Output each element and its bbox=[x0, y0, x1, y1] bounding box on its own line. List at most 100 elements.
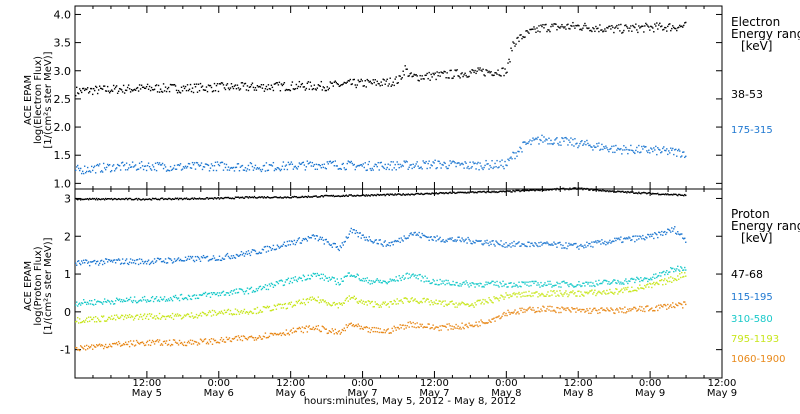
proton-point-115-195 bbox=[308, 237, 311, 239]
proton-point-115-195 bbox=[616, 237, 618, 240]
proton-point-47-68 bbox=[552, 188, 554, 190]
proton-point-795-1193 bbox=[372, 306, 374, 308]
electron-point-175-315 bbox=[581, 140, 583, 142]
proton-point-795-1193 bbox=[231, 314, 234, 316]
proton-point-310-580 bbox=[151, 295, 154, 298]
proton-point-115-195 bbox=[395, 240, 397, 243]
electron-point-175-315 bbox=[375, 164, 377, 166]
proton-point-115-195 bbox=[561, 247, 563, 249]
proton-point-795-1193 bbox=[289, 303, 292, 306]
proton-point-115-195 bbox=[221, 257, 224, 259]
proton-point-310-580 bbox=[419, 273, 421, 276]
proton-point-47-68 bbox=[642, 192, 644, 194]
proton-point-1060-1900 bbox=[605, 310, 607, 312]
proton-point-1060-1900 bbox=[602, 309, 604, 311]
proton-point-115-195 bbox=[156, 257, 159, 260]
proton-point-1060-1900 bbox=[495, 316, 497, 319]
proton-point-310-580 bbox=[523, 281, 525, 283]
proton-point-47-68 bbox=[257, 196, 260, 199]
proton-point-47-68 bbox=[120, 198, 123, 200]
proton-point-47-68 bbox=[304, 195, 307, 198]
electron-point-175-315 bbox=[310, 165, 313, 167]
proton-point-1060-1900 bbox=[103, 345, 106, 348]
proton-point-1060-1900 bbox=[545, 310, 547, 312]
electron-point-175-315 bbox=[535, 137, 537, 140]
electron-point-175-315 bbox=[649, 152, 651, 154]
proton-point-115-195 bbox=[641, 238, 643, 240]
proton-point-1060-1900 bbox=[197, 342, 200, 344]
proton-point-1060-1900 bbox=[591, 310, 593, 313]
proton-point-795-1193 bbox=[510, 295, 512, 298]
proton-point-1060-1900 bbox=[276, 333, 279, 335]
proton-point-47-68 bbox=[685, 194, 687, 197]
proton-point-795-1193 bbox=[557, 294, 559, 296]
electron-point-175-315 bbox=[478, 169, 480, 171]
electron-point-175-315 bbox=[345, 168, 347, 171]
electron-point-175-315 bbox=[287, 161, 290, 164]
proton-point-115-195 bbox=[208, 259, 211, 261]
proton-point-115-195 bbox=[141, 260, 144, 263]
electron-point-175-315 bbox=[273, 169, 276, 172]
proton-point-1060-1900 bbox=[81, 347, 84, 349]
proton-point-310-580 bbox=[511, 286, 513, 288]
electron-point-175-315 bbox=[309, 161, 312, 163]
electron-point-38-53 bbox=[532, 28, 534, 30]
electron-point-38-53 bbox=[644, 25, 646, 27]
proton-point-1060-1900 bbox=[512, 312, 514, 314]
electron-point-38-53 bbox=[461, 72, 463, 74]
proton-point-47-68 bbox=[273, 196, 276, 198]
proton-point-795-1193 bbox=[444, 300, 446, 302]
electron-point-175-315 bbox=[227, 166, 230, 168]
electron-point-38-53 bbox=[543, 27, 545, 29]
proton-point-310-580 bbox=[319, 277, 322, 280]
electron-point-175-315 bbox=[356, 165, 358, 167]
proton-point-310-580 bbox=[439, 278, 441, 281]
proton-point-47-68 bbox=[469, 191, 471, 193]
proton-point-795-1193 bbox=[483, 303, 485, 305]
proton-point-795-1193 bbox=[142, 314, 145, 317]
electron-point-175-315 bbox=[216, 161, 219, 163]
proton-point-795-1193 bbox=[388, 306, 390, 308]
electron-point-175-315 bbox=[325, 168, 328, 170]
proton-point-795-1193 bbox=[94, 316, 97, 318]
proton-point-47-68 bbox=[653, 193, 655, 195]
electron-point-175-315 bbox=[496, 159, 498, 162]
proton-point-47-68 bbox=[523, 190, 525, 192]
proton-point-115-195 bbox=[473, 241, 475, 244]
proton-point-47-68 bbox=[270, 196, 273, 199]
proton-point-1060-1900 bbox=[627, 308, 629, 310]
electron-point-38-53 bbox=[573, 25, 575, 27]
electron-point-175-315 bbox=[680, 156, 682, 158]
proton-point-310-580 bbox=[650, 277, 652, 279]
proton-point-310-580 bbox=[290, 277, 293, 280]
proton-point-1060-1900 bbox=[190, 343, 193, 345]
electron-point-175-315 bbox=[589, 144, 591, 146]
proton-point-1060-1900 bbox=[493, 317, 495, 319]
proton-point-47-68 bbox=[89, 198, 92, 200]
proton-point-47-68 bbox=[155, 198, 158, 200]
proton-point-310-580 bbox=[664, 273, 666, 276]
proton-point-115-195 bbox=[685, 241, 687, 243]
proton-point-1060-1900 bbox=[415, 326, 417, 329]
proton-point-310-580 bbox=[634, 281, 636, 284]
proton-point-1060-1900 bbox=[481, 320, 483, 323]
proton-point-47-68 bbox=[374, 194, 376, 196]
proton-point-310-580 bbox=[377, 279, 379, 282]
proton-point-47-68 bbox=[106, 198, 109, 200]
proton-point-115-195 bbox=[210, 258, 213, 261]
proton-point-115-195 bbox=[356, 231, 358, 234]
electron-point-38-53 bbox=[131, 90, 134, 92]
proton-point-115-195 bbox=[229, 257, 232, 260]
proton-point-795-1193 bbox=[406, 298, 408, 300]
electron-point-38-53 bbox=[119, 88, 122, 90]
proton-point-47-68 bbox=[627, 190, 629, 193]
proton-point-1060-1900 bbox=[94, 346, 97, 348]
proton-point-115-195 bbox=[633, 235, 635, 237]
proton-point-47-68 bbox=[198, 197, 201, 199]
proton-point-47-68 bbox=[342, 194, 344, 197]
electron-point-175-315 bbox=[124, 169, 127, 171]
electron-ylabel: ACE EPAM log(Electron Flux) [1/(cm²s ste… bbox=[23, 0, 60, 200]
electron-point-38-53 bbox=[354, 84, 356, 86]
electron-point-175-315 bbox=[186, 165, 189, 168]
proton-point-1060-1900 bbox=[466, 325, 468, 328]
